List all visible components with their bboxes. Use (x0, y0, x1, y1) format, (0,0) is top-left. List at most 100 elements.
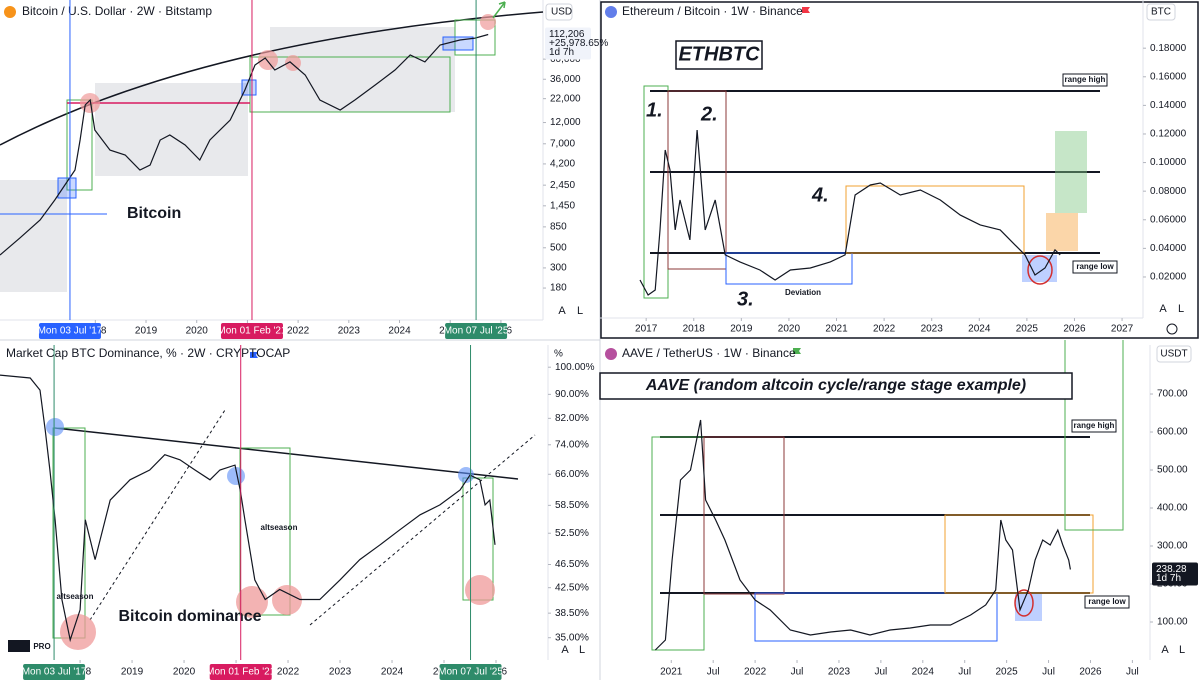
y-tick-label: 36,000 (550, 74, 581, 85)
x-tick-label: 2022 (287, 326, 310, 337)
drawings-btc (0, 1, 573, 292)
auto-scale-button[interactable]: A (1159, 303, 1167, 315)
x-tick-label: 2025 (1016, 324, 1039, 335)
date-label-box (209, 664, 272, 680)
annotation: ETHBTC (678, 43, 760, 65)
x-tick-label: Jul (958, 667, 971, 678)
y-tick-label: 35.00% (555, 632, 589, 643)
logo: PRO (33, 642, 50, 651)
x-tick-label: 2022 (744, 667, 767, 678)
x-tick-label: 2022 (277, 667, 300, 678)
last-price-box (1152, 562, 1198, 586)
y-tick-label: 38.50% (555, 608, 589, 619)
x-tick-label: Jul (1042, 667, 1055, 678)
date-label: Mon 01 Feb '21 (206, 667, 276, 678)
y-tick-label: 1,450 (550, 200, 575, 211)
price-line (654, 419, 1071, 651)
y-tick-label: 0.18000 (1150, 43, 1187, 54)
x-tick-label: 2023 (329, 667, 352, 678)
date-label-box (23, 664, 86, 680)
y-tick-label: 0.08000 (1150, 186, 1187, 197)
date-label: Mon 07 Jul '25 (438, 667, 503, 678)
y-tick-label: 42.50% (555, 582, 589, 593)
y-tick-label: 180 (550, 283, 567, 294)
y-tick-label: 700.00 (1157, 389, 1188, 400)
annotation: altseason (57, 592, 94, 601)
x-tick-label: 2024 (388, 326, 411, 337)
y-tick-label: 0.16000 (1150, 71, 1187, 82)
annotation: range low (1076, 262, 1114, 271)
x-tick-label: 2023 (921, 324, 944, 335)
x-tick-label: 2023 (828, 667, 851, 678)
y-tick-label: 46.50% (555, 559, 589, 570)
price-tag: 1d 7h (1156, 573, 1181, 584)
y-tick-label: 2,450 (550, 180, 575, 191)
y-tick-label: 0.10000 (1150, 157, 1187, 168)
log-scale-button[interactable]: L (577, 305, 583, 317)
annotation: 2. (700, 103, 718, 125)
price-line (639, 129, 1061, 296)
y-tick-label: 52.50% (555, 528, 589, 539)
last-price: 238.28 (1156, 564, 1187, 575)
x-tick-label: 2022 (873, 324, 896, 335)
log-scale-button[interactable]: L (1179, 644, 1185, 656)
x-tick-label: 2020 (173, 667, 196, 678)
x-tick-label: Jul (1126, 667, 1139, 678)
price-line (0, 33, 489, 256)
date-label: Mon 03 Jul '17 (22, 667, 87, 678)
y-tick-label: 74.00% (555, 439, 589, 450)
y-tick-label: 0.02000 (1150, 272, 1187, 283)
drawings-ethbtc (605, 3, 1178, 335)
annotation: Bitcoin dominance (118, 608, 261, 625)
x-tick-label: Jul (791, 667, 804, 678)
last-price: 112,206 (549, 29, 585, 40)
annotation: range high (1074, 421, 1115, 430)
currency: USDT (1160, 349, 1187, 360)
annotation: 1. (646, 99, 663, 121)
x-tick-label: 2024 (968, 324, 991, 335)
log-scale-button[interactable]: L (1178, 303, 1184, 315)
currency: BTC (1151, 7, 1171, 18)
y-tick-label: 90.00% (555, 389, 589, 400)
x-tick-label: Jul (874, 667, 887, 678)
date-label: Mon 03 Jul '17 (38, 326, 103, 337)
x-tick-label: 2021 (825, 324, 848, 335)
y-tick-label: 400.00 (1157, 503, 1188, 514)
x-tick-label: 2026 (1079, 667, 1102, 678)
currency: USD (551, 7, 572, 18)
y-tick-label: 300 (550, 263, 567, 274)
y-tick-label: 4,200 (550, 159, 575, 170)
auto-scale-button[interactable]: A (558, 305, 566, 317)
annotation: range low (1088, 597, 1126, 606)
date-label-box (38, 323, 101, 339)
x-tick-label: 2018 (683, 324, 706, 335)
y-tick-label: 66.00% (555, 469, 589, 480)
x-tick-label: 2027 (1111, 324, 1134, 335)
x-tick-label: 2025 (996, 667, 1019, 678)
date-label-box (445, 323, 508, 339)
y-tick-label: 850 (550, 222, 567, 233)
chart-title: Market Cap BTC Dominance, % · 2W · CRYPT… (6, 346, 290, 360)
date-label: Mon 07 Jul '25 (444, 326, 509, 337)
y-tick-label: 0.04000 (1150, 243, 1187, 254)
chart-title: Bitcoin / U.S. Dollar · 2W · Bitstamp (22, 4, 212, 18)
auto-scale-button[interactable]: A (1161, 644, 1169, 656)
auto-scale-button[interactable]: A (561, 644, 569, 656)
y-tick-label: 500.00 (1157, 465, 1188, 476)
annotation: altseason (261, 523, 298, 532)
log-scale-button[interactable]: L (579, 644, 585, 656)
x-tick-label: 2019 (730, 324, 753, 335)
y-tick-label: 12,000 (550, 117, 581, 128)
price-line (0, 374, 496, 643)
y-tick-label: 0.14000 (1150, 100, 1187, 111)
annotation: Deviation (785, 288, 821, 297)
y-tick-label: 600.00 (1157, 427, 1188, 438)
annotation: 3. (737, 288, 754, 310)
date-label-box (220, 323, 283, 339)
drawings-aave (599, 340, 1192, 651)
price-tag: +25,978.65% (549, 38, 608, 49)
y-tick-label: 58.50% (555, 500, 589, 511)
price-tag: 1d 7h (549, 47, 574, 58)
x-tick-label: 2024 (381, 667, 404, 678)
